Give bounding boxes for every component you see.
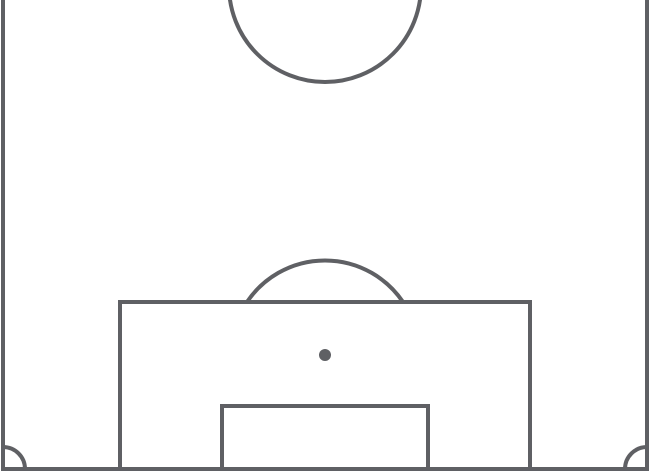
corner-arc-right (623, 445, 648, 470)
corner-arc-left (2, 445, 27, 470)
center-circle (228, 0, 422, 84)
penalty-spot (319, 349, 331, 361)
goal-area (220, 404, 430, 469)
penalty-area (118, 300, 532, 469)
penalty-arc (245, 258, 405, 304)
